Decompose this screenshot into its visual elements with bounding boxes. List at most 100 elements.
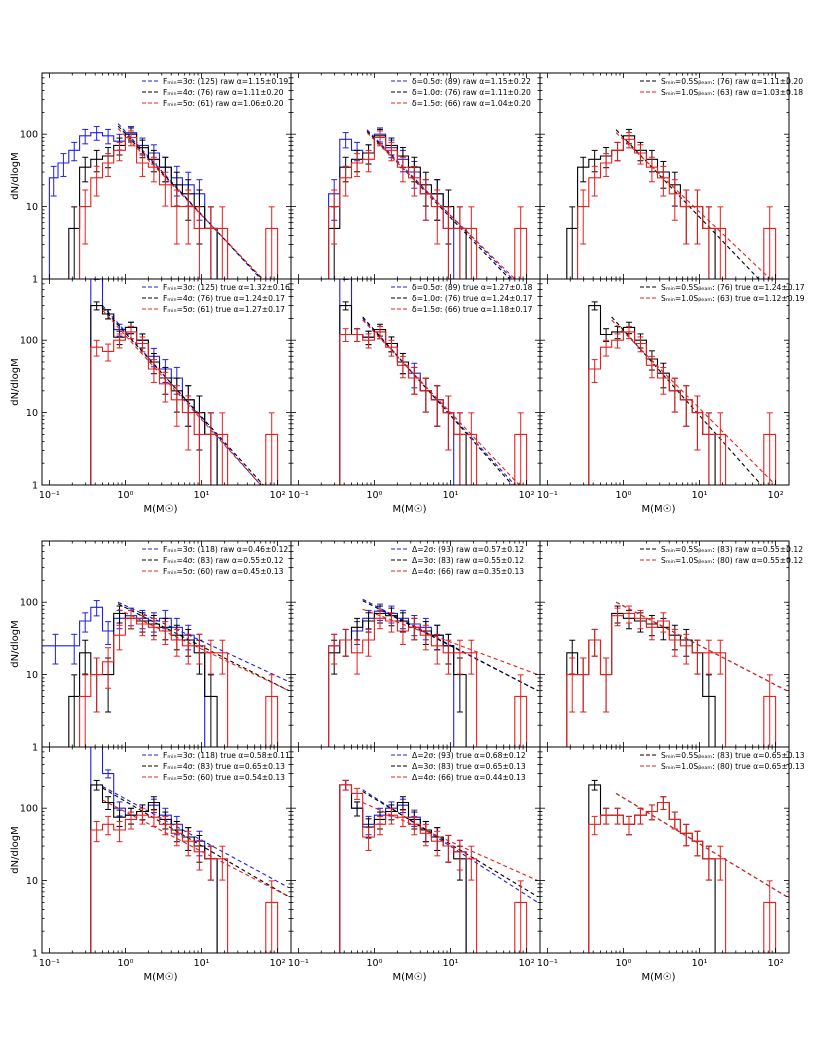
legend-label: Fₘᵢₙ=5σ: (60) raw α=0.45±0.13: [163, 567, 284, 576]
fit-line-series-3: [362, 801, 538, 882]
legend-label: Δ=3σ: (83) true α=0.65±0.13: [412, 762, 526, 771]
x-axis-label: M(M☉): [392, 504, 426, 515]
histogram-series-2: [588, 801, 777, 953]
histogram-series-2: [588, 331, 777, 485]
histogram-series-2: [68, 612, 218, 747]
fit-line-series-3: [117, 608, 289, 692]
x-tick-label: 10⁰: [366, 490, 382, 501]
legend-label: δ=1.0σ: (76) true α=1.24±0.17: [412, 294, 533, 303]
chart-panel-4: 1 10 100 10⁻¹ 10⁰ 10¹ 10² M(M☉) dN/dlogM Fₘᵢₙ=3σ:…: [10, 278, 292, 515]
legend: Fₘᵢₙ=3σ: (118) true α=0.58±0.11 Fₘᵢₙ=4σ: …: [142, 751, 290, 782]
legend: Fₘᵢₙ=3σ: (118) raw α=0.46±0.12 Fₘᵢₙ=4σ: (…: [142, 545, 288, 576]
y-axis-label: dN/dlogM: [10, 358, 21, 405]
chart-panel-7: 1 10 100 dN/dlogM Fₘᵢₙ=3σ: (118) raw α=0.46±…: [10, 540, 292, 754]
legend-label: Fₘᵢₙ=3σ: (118) raw α=0.46±0.12: [163, 545, 288, 554]
x-tick-label: 10⁰: [615, 490, 631, 501]
legend-label: Fₘᵢₙ=4σ: (76) true α=1.24±0.17: [163, 294, 285, 303]
x-axis-label: M(M☉): [143, 972, 177, 983]
plot-frame: [539, 278, 790, 486]
legend-label: Fₘᵢₙ=3σ: (125) raw α=1.15±0.19: [163, 77, 288, 86]
histogram-series-3: [90, 331, 279, 485]
legend-label: Sₘᵢₙ=0.5Sᵦₑₐₘ: (83) raw α=0.55±0.12: [661, 545, 803, 554]
legend-label: δ=1.0σ: (76) raw α=1.11±0.20: [412, 88, 531, 97]
x-tick-label: 10⁰: [117, 958, 133, 969]
y-tick-label: 10: [26, 670, 38, 681]
fit-line-series-2: [102, 307, 264, 485]
legend-label: δ=1.5σ: (66) raw α=1.04±0.20: [412, 99, 531, 108]
y-axis-label: dN/dlogM: [10, 620, 21, 667]
histogram-series-1: [566, 612, 716, 747]
x-tick-label: 10²: [519, 958, 535, 969]
fit-line-series-1: [117, 601, 289, 683]
y-tick-label: 10: [26, 202, 38, 213]
legend: Fₘᵢₙ=3σ: (125) raw α=1.15±0.19 Fₘᵢₙ=4σ: (…: [142, 77, 288, 108]
fit-line-series-3: [102, 799, 289, 898]
x-tick-label: 10⁻¹: [288, 490, 309, 501]
fit-line-series-1: [117, 123, 262, 279]
legend-label: Fₘᵢₙ=5σ: (61) raw α=1.06±0.20: [163, 99, 284, 108]
fit-line-series-2: [611, 319, 776, 485]
x-tick-label: 10¹: [443, 490, 459, 501]
x-tick-label: 10²: [270, 490, 286, 501]
histogram-series-2: [577, 138, 777, 279]
chart-panel-10: 1 10 100 10⁻¹ 10⁰ 10¹ 10² M(M☉) dN/dlogM Fₘᵢₙ=3σ:…: [10, 746, 292, 983]
legend-label: Sₘᵢₙ=0.5Sᵦₑₐₘ: (83) true α=0.65±0.13: [661, 751, 805, 760]
fit-line-series-3: [102, 309, 262, 485]
legend: Fₘᵢₙ=3σ: (125) true α=1.32±0.16 Fₘᵢₙ=4σ: …: [142, 283, 290, 314]
x-axis-label: M(M☉): [392, 972, 426, 983]
y-tick-label: 100: [20, 598, 38, 609]
legend-label: Fₘᵢₙ=4σ: (76) raw α=1.11±0.20: [163, 88, 284, 97]
legend-label: Δ=2σ: (93) raw α=0.57±0.12: [412, 545, 524, 554]
fit-line-series-2: [362, 791, 539, 898]
x-tick-label: 10¹: [443, 958, 459, 969]
y-axis-label: dN/dlogM: [10, 152, 21, 199]
histogram-series-2: [339, 305, 467, 485]
fit-line-series-2: [615, 601, 787, 692]
chart-panel-5: 10⁻¹ 10⁰ 10¹ 10² M(M☉) δ=0.5σ: (89) true α=1.…: [288, 278, 541, 515]
plot-frame: [539, 746, 790, 954]
fit-line-series-2: [366, 130, 511, 279]
chart-panel-8: Δ=2σ: (93) raw α=0.57±0.12 Δ=3σ: (83) raw…: [290, 540, 541, 748]
legend-label: Sₘᵢₙ=0.5Sᵦₑₐₘ: (76) true α=1.24±0.17: [661, 283, 805, 292]
legend-label: Δ=4σ: (66) true α=0.44±0.13: [412, 773, 526, 782]
fit-line-series-1: [102, 305, 262, 485]
legend: Sₘᵢₙ=0.5Sᵦₑₐₘ: (83) raw α=0.55±0.12 Sₘᵢₙ=…: [640, 545, 803, 565]
x-tick-label: 10⁰: [117, 490, 133, 501]
y-tick-label: 100: [20, 336, 38, 347]
x-tick-label: 10²: [270, 958, 286, 969]
fit-line-series-2: [362, 600, 538, 692]
y-tick-label: 10: [26, 876, 38, 887]
x-tick-label: 10²: [768, 490, 784, 501]
legend-label: Fₘᵢₙ=5σ: (60) true α=0.54±0.13: [163, 773, 285, 782]
x-tick-label: 10⁻¹: [39, 958, 60, 969]
legend-label: δ=0.5σ: (89) true α=1.27±0.18: [412, 283, 533, 292]
legend-label: δ=0.5σ: (89) raw α=1.15±0.22: [412, 77, 531, 86]
legend-label: δ=1.5σ: (66) true α=1.18±0.17: [412, 305, 533, 314]
y-tick-label: 100: [20, 804, 38, 815]
histogram-series-3: [328, 617, 528, 747]
chart-panel-9: Sₘᵢₙ=0.5Sᵦₑₐₘ: (83) raw α=0.55±0.12 Sₘᵢₙ=…: [539, 540, 803, 748]
legend-label: Δ=3σ: (83) raw α=0.55±0.12: [412, 556, 524, 565]
chart-panel-12: 10⁻¹ 10⁰ 10¹ 10² M(M☉) Sₘᵢₙ=0.5Sᵦₑₐₘ: (83) tr…: [537, 746, 805, 983]
histogram-series-3: [328, 136, 528, 279]
legend-label: Fₘᵢₙ=4σ: (83) raw α=0.55±0.12: [163, 556, 284, 565]
x-tick-label: 10¹: [692, 958, 708, 969]
x-tick-label: 10⁻¹: [537, 490, 558, 501]
x-tick-label: 10⁰: [366, 958, 382, 969]
legend: Δ=2σ: (93) raw α=0.57±0.12 Δ=3σ: (83) raw…: [391, 545, 524, 576]
fit-line-series-1: [102, 785, 289, 889]
histogram-series-3: [339, 784, 528, 953]
legend: Sₘᵢₙ=0.5Sᵦₑₐₘ: (76) true α=1.24±0.17 Sₘᵢₙ…: [640, 283, 805, 303]
plot-frame: [539, 540, 790, 748]
y-tick-label: 1: [32, 743, 38, 754]
histogram-series-2: [90, 305, 218, 485]
histogram-series-1: [588, 305, 716, 485]
fit-line-series-2: [615, 132, 771, 279]
chart-panel-6: 10⁻¹ 10⁰ 10¹ 10² M(M☉) Sₘᵢₙ=0.5Sᵦₑₐₘ: (76) tr…: [537, 278, 805, 515]
x-tick-label: 10⁻¹: [537, 958, 558, 969]
legend-label: Sₘᵢₙ=0.5Sᵦₑₐₘ: (76) raw α=1.11±0.20: [661, 77, 803, 86]
histogram-series-3: [339, 331, 528, 485]
y-tick-label: 1: [32, 275, 38, 286]
legend-label: Fₘᵢₙ=4σ: (83) true α=0.65±0.13: [163, 762, 285, 771]
